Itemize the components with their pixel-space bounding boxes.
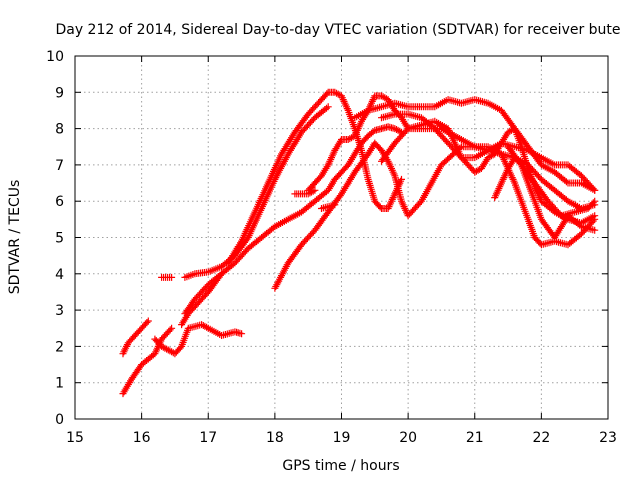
series-track-17 (504, 143, 599, 220)
series-track-3 (158, 273, 176, 281)
x-tick-label: 23 (599, 430, 617, 446)
series-track-6 (181, 270, 226, 318)
x-axis-label: GPS time / hours (282, 458, 399, 474)
x-tick-label: 17 (199, 430, 217, 446)
y-tick-label: 0 (55, 412, 64, 428)
series-track-9 (291, 186, 319, 198)
y-tick-label: 9 (55, 85, 64, 101)
x-tick-label: 20 (399, 430, 417, 446)
series-markers (181, 270, 226, 318)
grid (75, 56, 608, 419)
series-track-4 (151, 321, 246, 358)
x-tick-label: 15 (66, 430, 84, 446)
y-tick-label: 5 (55, 231, 64, 247)
y-tick-label: 8 (55, 122, 64, 138)
y-tick-label: 2 (55, 339, 64, 355)
series-markers (504, 143, 599, 220)
chart-title: Day 212 of 2014, Sidereal Day-to-day VTE… (55, 22, 620, 38)
series-markers (291, 186, 319, 198)
y-tick-label: 7 (55, 158, 64, 174)
x-tick-label: 19 (333, 430, 351, 446)
y-tick-label: 3 (55, 303, 64, 319)
data-series (119, 88, 599, 398)
y-tick-label: 6 (55, 194, 64, 210)
y-axis-label: SDTVAR / TECUs (7, 180, 23, 295)
series-markers (119, 317, 152, 358)
x-tick-label: 18 (266, 430, 284, 446)
y-tick-label: 4 (55, 267, 64, 283)
x-tick-label: 22 (532, 430, 550, 446)
series-track-10 (271, 139, 599, 292)
series-markers (178, 123, 405, 329)
series-markers (151, 321, 246, 358)
x-tick-label: 21 (466, 430, 484, 446)
series-track-12 (318, 201, 339, 212)
series-track-2 (119, 324, 176, 398)
series-markers (119, 324, 176, 398)
y-tick-label: 1 (55, 376, 64, 392)
y-tick-label: 10 (46, 49, 64, 65)
series-markers (158, 273, 176, 281)
series-track-16 (491, 154, 599, 241)
series-markers (318, 201, 339, 212)
x-tick-label: 16 (133, 430, 151, 446)
series-track-1 (119, 317, 152, 358)
